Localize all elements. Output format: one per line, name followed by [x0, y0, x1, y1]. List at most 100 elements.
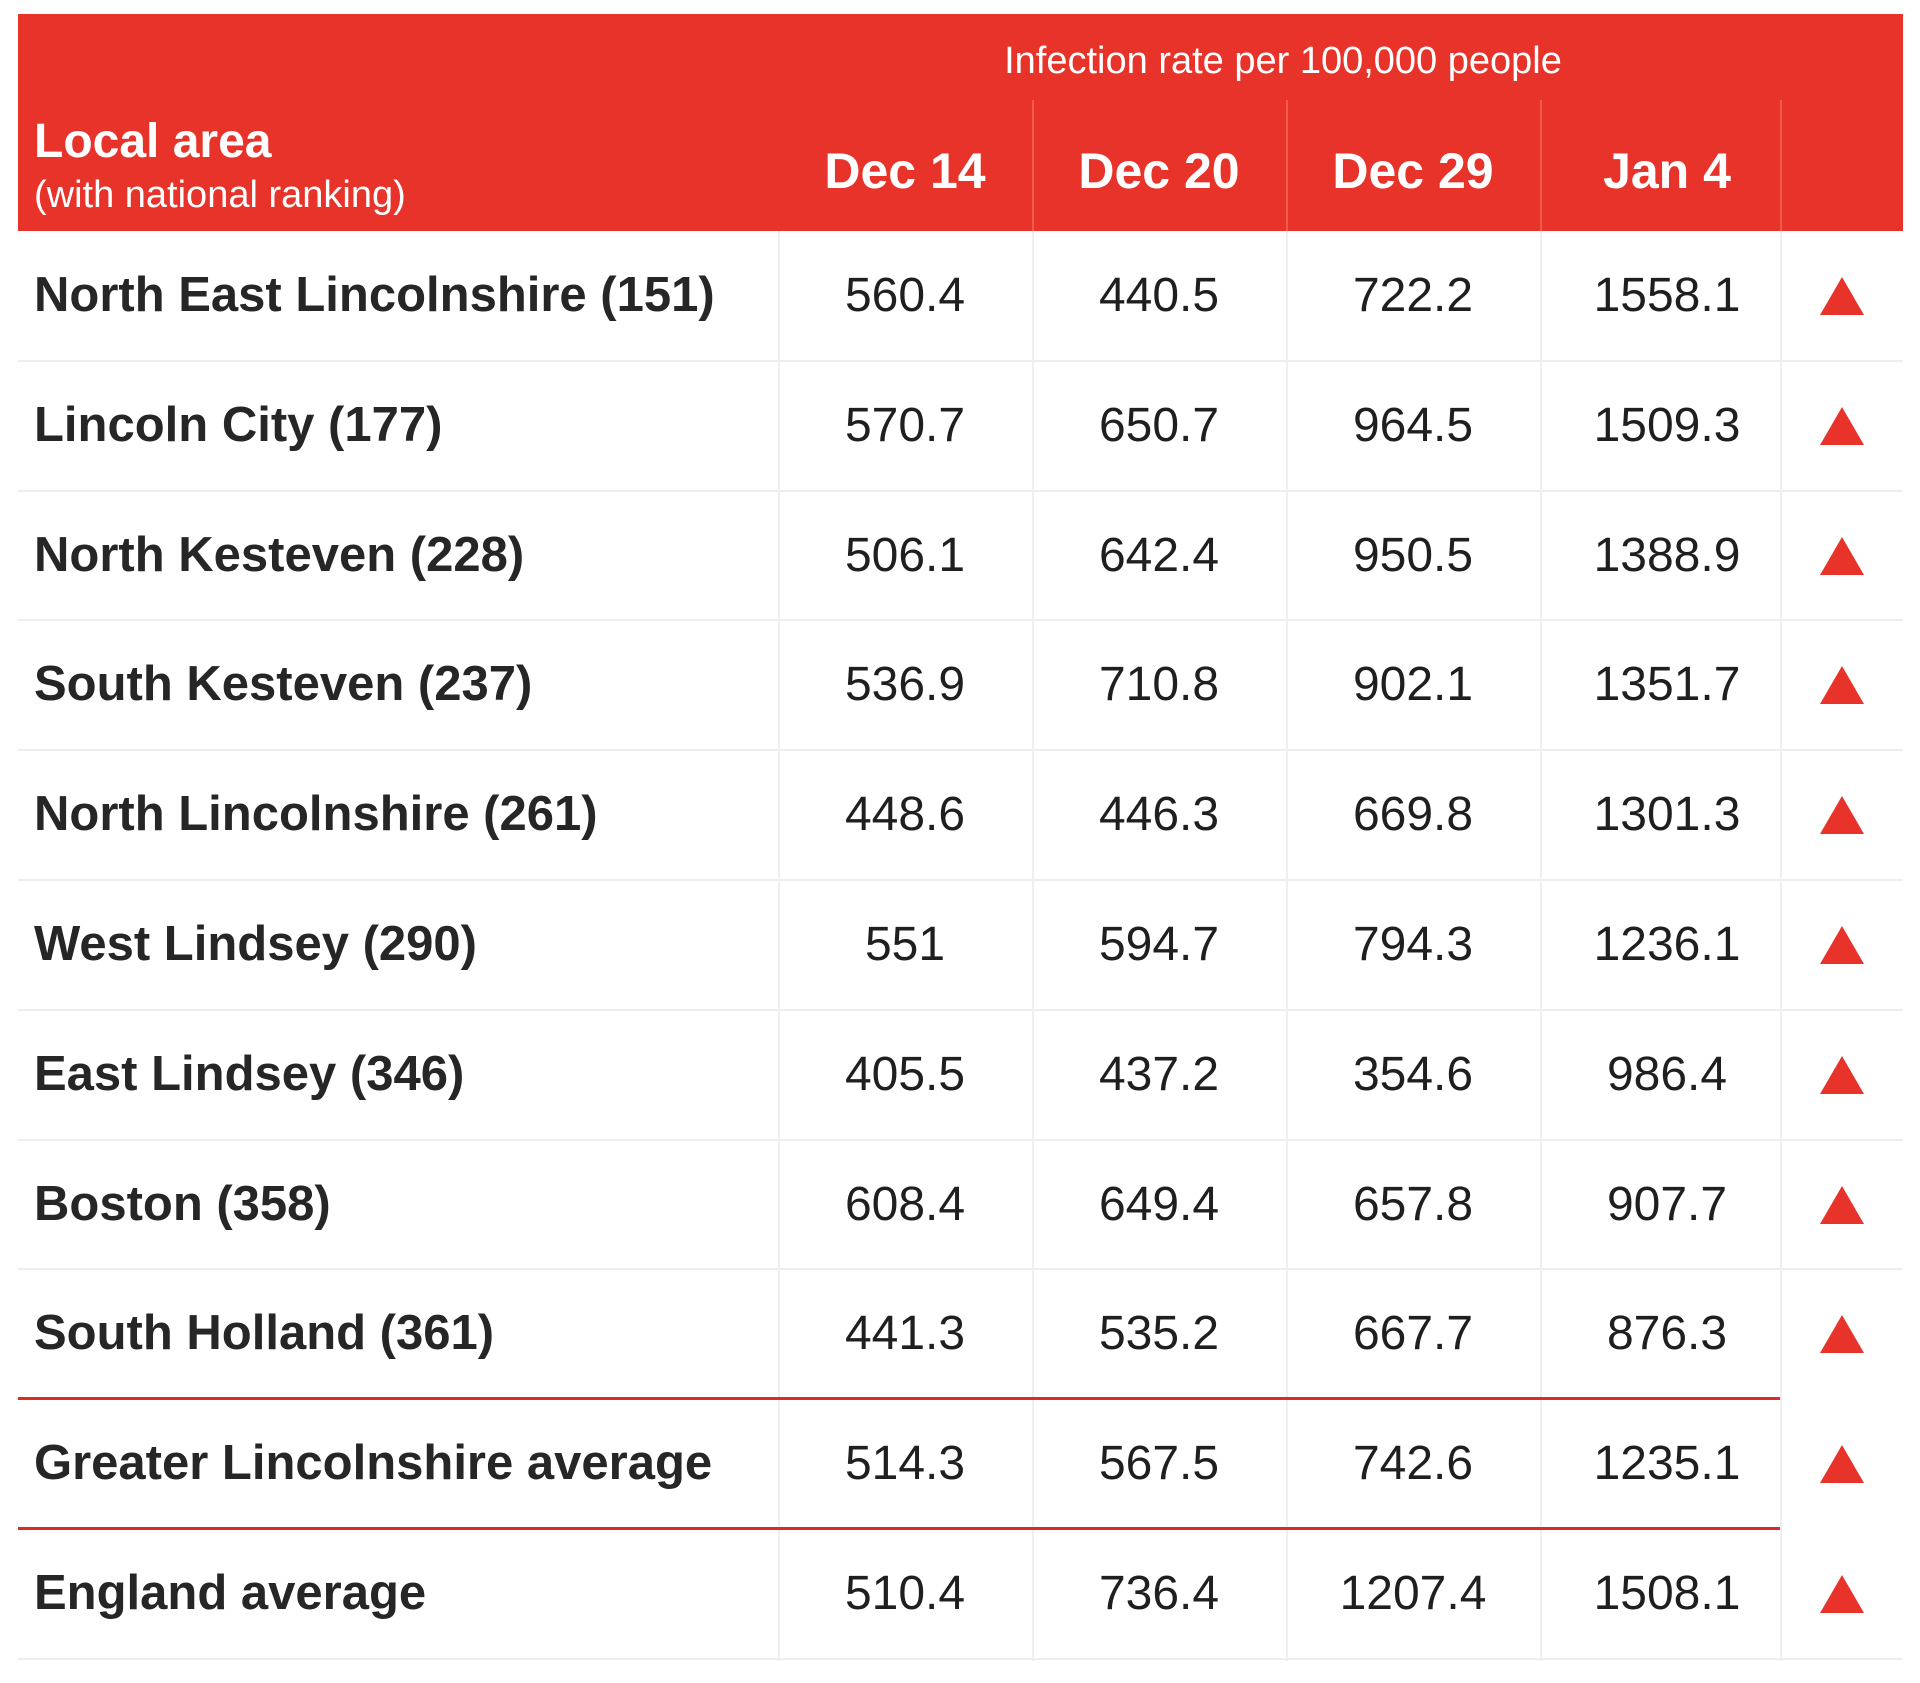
cell-dec-20: 535.2	[1098, 1307, 1220, 1361]
row-divider	[18, 1657, 1903, 1660]
trend-up-icon	[1820, 536, 1864, 575]
summary-divider	[18, 1527, 1780, 1530]
cell-jan-4: 1558.1	[1593, 269, 1741, 322]
row-divider	[18, 879, 1903, 881]
trend-up-icon	[1820, 1055, 1864, 1094]
column-divider	[1286, 231, 1288, 1661]
row-area-name: England average	[34, 1566, 427, 1620]
cell-dec-20: 437.2	[1098, 1047, 1220, 1101]
trend-up-icon	[1820, 666, 1864, 705]
cell-jan-4: 1235.1	[1593, 1437, 1741, 1491]
cell-dec-29: 902.1	[1352, 658, 1474, 712]
row-divider	[18, 1008, 1903, 1011]
row-area-name: South Holland (361)	[34, 1306, 495, 1361]
cell-dec-29: 722.2	[1352, 269, 1474, 322]
trend-up-icon	[1820, 406, 1864, 445]
cell-dec-14: 441.3	[844, 1307, 966, 1361]
cell-jan-4: 1509.3	[1593, 398, 1741, 452]
row-area-name: Lincoln City (177)	[34, 397, 443, 452]
row-divider	[18, 1268, 1903, 1271]
cell-dec-14: 608.4	[844, 1177, 966, 1231]
trend-up-icon	[1820, 796, 1864, 835]
table-row: South Holland (361) 441.3 535.2 667.7 876.3	[18, 1269, 1903, 1398]
summary-divider	[18, 1397, 1780, 1401]
row-divider	[18, 489, 1903, 492]
cell-dec-29: 667.7	[1352, 1307, 1474, 1361]
table-header: Infection rate per 100,000 people Local …	[18, 14, 1903, 231]
cell-dec-20: 650.7	[1098, 398, 1220, 452]
header-divider	[1540, 100, 1542, 231]
row-divider	[18, 359, 1903, 362]
table-row: Boston (358) 608.4 649.4 657.8 907.7	[18, 1140, 1903, 1269]
cell-dec-14: 514.3	[844, 1437, 966, 1491]
cell-dec-20: 594.7	[1098, 918, 1220, 971]
cell-jan-4: 986.4	[1606, 1047, 1728, 1101]
cell-dec-29: 657.8	[1352, 1177, 1474, 1231]
local-area-subheader: (with national ranking)	[34, 174, 406, 216]
cell-dec-29: 1207.4	[1339, 1567, 1487, 1620]
column-divider	[778, 231, 780, 1661]
row-area-name: Boston (358)	[34, 1176, 331, 1231]
row-area-name: East Lindsey (346)	[34, 1046, 465, 1101]
trend-up-icon	[1820, 1575, 1864, 1613]
cell-dec-20: 710.8	[1098, 658, 1220, 712]
cell-jan-4: 907.7	[1606, 1177, 1728, 1231]
cell-dec-20: 649.4	[1098, 1177, 1220, 1231]
column-header-dec-29: Dec 29	[1332, 143, 1494, 199]
cell-dec-14: 506.1	[844, 528, 966, 582]
trend-up-icon	[1820, 1445, 1864, 1484]
cell-jan-4: 1301.3	[1593, 788, 1741, 842]
row-area-name: South Kesteven (237)	[34, 657, 533, 712]
cell-dec-14: 536.9	[844, 658, 966, 712]
table-row: England average 510.4 736.4 1207.4 1508.1	[18, 1529, 1903, 1658]
cell-jan-4: 876.3	[1606, 1307, 1728, 1361]
column-divider	[1540, 231, 1542, 1661]
table-row: East Lindsey (346) 405.5 437.2 354.6 986.4	[18, 1010, 1903, 1139]
trend-up-icon	[1820, 1185, 1864, 1224]
cell-dec-29: 742.6	[1352, 1437, 1474, 1491]
table-row: West Lindsey (290) 551 594.7 794.3 1236.1	[18, 880, 1903, 1009]
table-row: Lincoln City (177) 570.7 650.7 964.5 1509.3	[18, 361, 1903, 490]
row-area-name: North Kesteven (228)	[34, 527, 525, 582]
cell-jan-4: 1236.1	[1593, 918, 1741, 971]
cell-dec-14: 560.4	[844, 269, 966, 322]
row-area-name: North East Lincolnshire (151)	[34, 268, 715, 322]
table-row: Greater Lincolnshire average 514.3 567.5 74…	[18, 1399, 1903, 1528]
column-divider	[1032, 231, 1034, 1661]
cell-dec-14: 551	[864, 918, 946, 971]
column-header-jan-4: Jan 4	[1603, 143, 1731, 199]
group-header-label: Infection rate per 100,000 people	[1004, 40, 1562, 82]
cell-jan-4: 1388.9	[1593, 528, 1741, 582]
cell-dec-29: 794.3	[1352, 918, 1474, 971]
trend-up-icon	[1820, 1315, 1864, 1354]
row-divider	[18, 619, 1903, 622]
table-row: North Kesteven (228) 506.1 642.4 950.5 1388.…	[18, 491, 1903, 620]
table-row: South Kesteven (237) 536.9 710.8 902.1 1351.…	[18, 620, 1903, 749]
cell-jan-4: 1351.7	[1593, 658, 1741, 712]
row-area-name: Greater Lincolnshire average	[34, 1436, 713, 1491]
table-row: North Lincolnshire (261) 448.6 446.3 669.8 1…	[18, 750, 1903, 879]
header-divider	[1032, 100, 1034, 231]
cell-dec-20: 736.4	[1098, 1567, 1220, 1620]
header-divider	[1780, 100, 1782, 231]
table-row: North East Lincolnshire (151) 560.4 440.5 7…	[18, 231, 1903, 360]
cell-dec-20: 567.5	[1098, 1437, 1220, 1491]
column-divider	[1780, 231, 1782, 1661]
cell-dec-14: 510.4	[844, 1567, 966, 1620]
column-header-dec-14: Dec 14	[824, 143, 986, 199]
cell-dec-14: 448.6	[844, 788, 966, 842]
cell-dec-20: 446.3	[1098, 788, 1220, 842]
cell-dec-29: 964.5	[1352, 398, 1474, 452]
row-area-name: North Lincolnshire (261)	[34, 787, 598, 842]
row-divider	[18, 1138, 1903, 1141]
local-area-header: Local area	[34, 115, 272, 168]
cell-dec-14: 570.7	[844, 398, 966, 452]
header-divider	[1286, 100, 1288, 231]
cell-dec-29: 669.8	[1352, 788, 1474, 842]
cell-dec-20: 440.5	[1098, 269, 1220, 322]
row-divider	[18, 749, 1903, 752]
trend-up-icon	[1820, 926, 1864, 964]
cell-dec-29: 950.5	[1352, 528, 1474, 582]
row-area-name: West Lindsey (290)	[34, 917, 477, 971]
column-header-dec-20: Dec 20	[1078, 143, 1240, 199]
